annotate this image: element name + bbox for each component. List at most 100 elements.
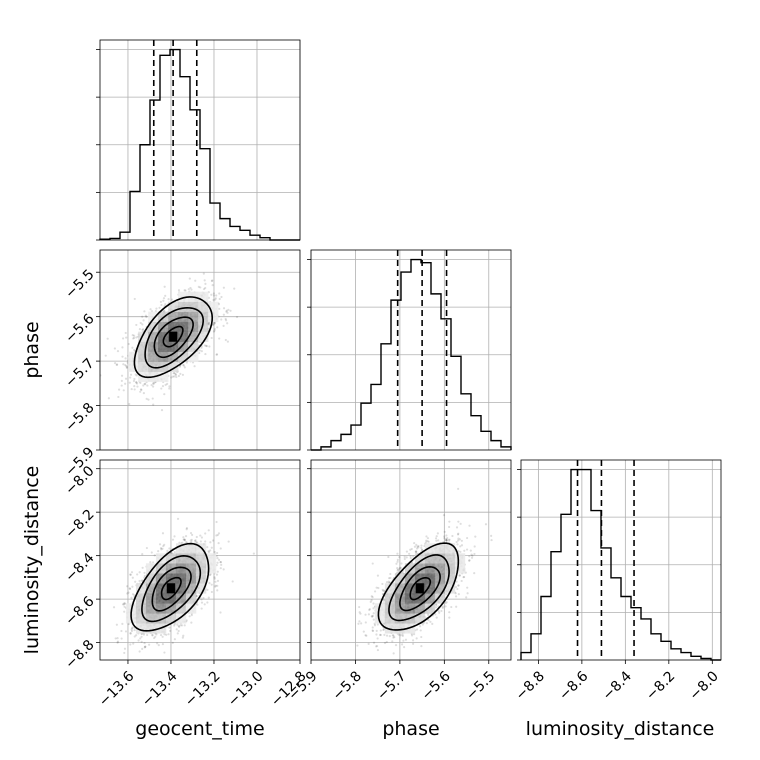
sample-point [203, 344, 206, 347]
sample-point [115, 363, 118, 366]
sample-point [224, 319, 228, 322]
density-cell [168, 301, 179, 312]
density-cell [165, 613, 177, 624]
sample-point [160, 409, 164, 412]
sample-point [141, 647, 144, 650]
sample-point [166, 549, 169, 553]
sample-point [219, 567, 222, 570]
sample-point [185, 361, 188, 364]
sample-point [161, 532, 165, 535]
sample-point [220, 295, 223, 299]
sample-point [204, 532, 207, 535]
sample-point [150, 551, 153, 554]
sample-point [132, 337, 135, 340]
density-cell [135, 613, 147, 624]
sample-point [211, 283, 214, 287]
sample-point [183, 624, 186, 627]
sample-point [437, 609, 440, 613]
density-cell [165, 563, 177, 574]
sample-point [197, 285, 200, 288]
density-cell [185, 563, 197, 574]
sample-point [455, 526, 459, 529]
sample-point [215, 353, 218, 356]
density-cell [138, 341, 149, 352]
sample-point [122, 603, 125, 606]
sample-point [127, 342, 130, 346]
sample-point [214, 585, 217, 588]
sample-point [222, 307, 226, 310]
density-cell [188, 351, 199, 362]
sample-point [215, 294, 218, 297]
density-cell [185, 593, 197, 604]
sample-point [162, 299, 165, 302]
sample-point [224, 317, 227, 321]
sample-point [149, 308, 152, 311]
sample-point [213, 576, 216, 579]
sample-point [179, 624, 182, 627]
density-cell [135, 623, 147, 634]
density-cell [198, 321, 209, 332]
density-cell [175, 563, 187, 574]
sample-point [194, 539, 197, 543]
sample-point [151, 633, 154, 636]
sample-point [165, 633, 168, 636]
sample-point [199, 540, 202, 543]
density-cell [175, 613, 187, 624]
sample-point [399, 634, 402, 637]
sample-point [212, 294, 216, 297]
sample-point [419, 629, 422, 632]
sample-point [181, 373, 185, 376]
sample-point [220, 318, 223, 321]
density-cell [138, 351, 149, 362]
density-cell [205, 563, 217, 574]
sample-point [177, 289, 181, 292]
sample-point [446, 537, 449, 540]
sample-point [120, 384, 123, 387]
sample-point [127, 591, 130, 594]
sample-point [189, 286, 192, 290]
sample-point [146, 633, 149, 637]
density-cell [175, 543, 187, 554]
sample-point [160, 548, 163, 551]
density-cell [175, 573, 187, 584]
sample-point [146, 384, 149, 387]
sample-point [131, 334, 134, 337]
contour-level-1 [151, 566, 192, 612]
sample-point [196, 603, 199, 606]
sample-point [131, 626, 134, 629]
sample-point [215, 534, 218, 537]
sample-point [163, 633, 166, 636]
sample-point [152, 382, 155, 385]
sample-point [116, 349, 120, 353]
sample-point [171, 375, 175, 378]
sample-point [130, 628, 133, 631]
sample-point [141, 315, 144, 318]
sample-point [209, 573, 212, 576]
sample-point [473, 552, 476, 556]
sample-point [210, 583, 213, 586]
sample-point [182, 538, 185, 541]
sample-point [142, 319, 145, 322]
density-cell [145, 623, 157, 634]
sample-point [183, 538, 186, 541]
sample-point [141, 566, 144, 569]
sample-point [147, 398, 150, 401]
sample-point [162, 545, 165, 548]
sample-point [216, 326, 219, 329]
sample-point [144, 314, 147, 317]
sample-point [131, 585, 134, 588]
density-cell [195, 553, 207, 564]
sample-point [213, 321, 217, 324]
sample-point [129, 632, 132, 635]
sample-point [225, 309, 228, 312]
sample-point [176, 632, 179, 635]
density-cell [155, 593, 167, 604]
sample-point [129, 573, 132, 576]
sample-point [364, 621, 367, 624]
sample-point [190, 288, 193, 291]
sample-point [235, 315, 239, 319]
sample-point [408, 552, 411, 555]
density-cell [178, 321, 189, 332]
sample-point [208, 573, 211, 577]
sample-point [218, 297, 221, 301]
